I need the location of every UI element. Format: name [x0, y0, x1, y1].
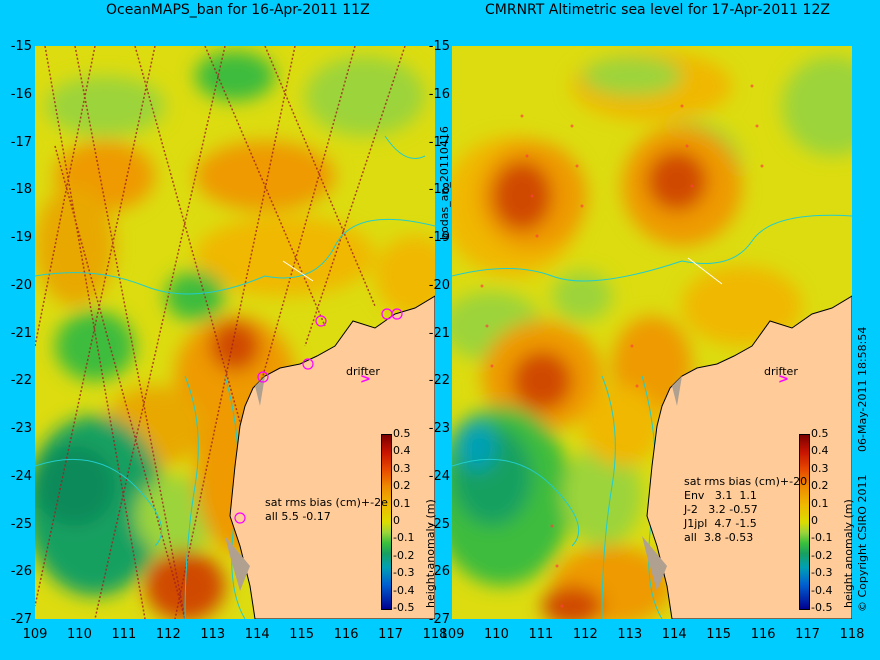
left-x-tick: 111: [111, 627, 137, 642]
left-y-tick: -22: [10, 373, 32, 389]
satellite-track-points: [480, 84, 764, 608]
right-x-tick: 109: [439, 627, 465, 642]
left-colorbar-tick: -0.4: [393, 583, 415, 597]
right-colorbar-tick: 0.2: [811, 479, 829, 493]
left-x-tick: 109: [22, 627, 48, 642]
left-colorbar-tick: 0: [393, 514, 400, 527]
right-colorbar-tick: 0: [811, 514, 818, 527]
right-y-tick: -27: [428, 612, 450, 627]
right-map-title: CMRNRT Altimetric sea level for 17-Apr-2…: [485, 2, 830, 18]
timestamp-label: 06-May-2011 18:58:54: [856, 326, 869, 452]
left-x-tick: 116: [333, 627, 359, 642]
right-x-tick: 115: [706, 627, 732, 642]
left-colorbar: [381, 434, 392, 610]
right-x-tick: 112: [572, 627, 598, 642]
left-x-tick: 112: [155, 627, 181, 642]
right-colorbar-tick: -0.1: [811, 531, 833, 545]
right-y-tick: -15: [428, 39, 450, 54]
left-map-title: OceanMAPS_ban for 16-Apr-2011 11Z: [106, 2, 370, 18]
right-drifter-marker: >: [778, 372, 789, 387]
analysis-id-label: bodas_an_20110416: [438, 126, 451, 240]
left-colorbar-tick: 0.3: [393, 461, 411, 475]
right-y-tick: -19: [428, 230, 450, 245]
left-y-tick: -27: [10, 612, 32, 627]
left-y-tick: -26: [10, 564, 32, 580]
right-x-tick: 118: [839, 627, 865, 642]
left-y-tick: -25: [10, 516, 32, 532]
left-drifter-marker: >: [360, 372, 371, 387]
right-colorbar-tick: -0.4: [811, 583, 833, 597]
left-colorbar-tick: -0.1: [393, 531, 415, 545]
right-map-field: [452, 46, 852, 619]
right-y-tick: -25: [428, 516, 450, 532]
right-stats-header: sat rms bias (cm)+-20: [684, 475, 808, 488]
right-y-tick: -24: [428, 468, 450, 484]
right-x-tick: 111: [528, 627, 554, 642]
left-colorbar-label: height anomaly (m): [424, 499, 437, 608]
left-colorbar-tick: -0.2: [393, 548, 415, 562]
left-y-tick: -17: [10, 134, 32, 150]
right-y-tick: -16: [428, 86, 450, 102]
satellite-tracks: [35, 46, 406, 619]
left-colorbar-tick: 0.2: [393, 479, 411, 493]
left-x-tick: 110: [67, 627, 92, 642]
right-colorbar-tick: -0.5: [811, 601, 833, 614]
right-y-tick: -18: [428, 182, 450, 198]
right-colorbar-tick: -0.3: [811, 566, 833, 580]
right-colorbar-tick: 0.3: [811, 461, 829, 475]
left-colorbar-tick: 0.4: [393, 444, 411, 458]
left-x-tick: 115: [289, 627, 315, 642]
right-y-tick: -21: [428, 325, 450, 341]
right-y-tick: -22: [428, 373, 450, 389]
right-stats-row: J-2 3.2 -0.57: [684, 503, 758, 516]
right-x-tick: 110: [484, 627, 509, 642]
left-x-tick: 113: [200, 627, 226, 642]
left-y-tick: -16: [10, 86, 32, 102]
right-y-tick: -20: [428, 277, 450, 293]
right-colorbar-tick: 0.1: [811, 496, 829, 510]
right-map-panel: [452, 46, 852, 619]
left-x-tick: 114: [244, 627, 270, 642]
right-x-tick: 113: [617, 627, 643, 642]
left-y-tick: -23: [10, 421, 32, 436]
copyright-label: © Copyright CSIRO 2011: [856, 474, 869, 612]
left-y-tick: -21: [10, 325, 32, 341]
right-colorbar: [799, 434, 810, 610]
right-colorbar-tick: -0.2: [811, 548, 833, 562]
right-colorbar-tick: 0.5: [811, 427, 829, 440]
right-stats-row: all 3.8 -0.53: [684, 531, 754, 544]
right-x-tick: 114: [661, 627, 687, 642]
left-map-field: [35, 46, 435, 619]
left-stats-header: sat rms bias (cm)+-2e: [265, 496, 388, 509]
tide-gauge-markers: [234, 308, 403, 524]
left-colorbar-tick: -0.3: [393, 566, 415, 580]
left-colorbar-tick: 0.5: [393, 427, 411, 440]
right-y-tick: -23: [428, 421, 450, 436]
left-x-tick: 118: [422, 627, 448, 642]
left-y-tick: -20: [10, 277, 32, 293]
left-y-tick: -19: [10, 230, 32, 245]
right-x-tick: 117: [795, 627, 820, 642]
right-stats-row: J1jpl 4.7 -1.5: [684, 517, 757, 530]
left-y-tick: -24: [10, 468, 32, 484]
left-stats-row: all 5.5 -0.17: [265, 510, 331, 523]
left-x-tick: 117: [378, 627, 403, 642]
right-stats-row: Env 3.1 1.1: [684, 489, 757, 502]
left-y-tick: -15: [10, 39, 32, 54]
right-y-tick: -17: [428, 134, 450, 150]
left-drifter-label: drifter: [346, 365, 380, 378]
right-colorbar-label: height anomaly (m): [842, 499, 855, 608]
right-drifter-label: drifter: [764, 365, 798, 378]
left-colorbar-tick: -0.5: [393, 601, 415, 614]
left-colorbar-tick: 0.1: [393, 496, 411, 510]
right-x-tick: 116: [750, 627, 776, 642]
right-y-tick: -26: [428, 564, 450, 580]
right-colorbar-tick: 0.4: [811, 444, 829, 458]
left-y-tick: -18: [10, 182, 32, 198]
left-map-panel: [35, 46, 435, 619]
